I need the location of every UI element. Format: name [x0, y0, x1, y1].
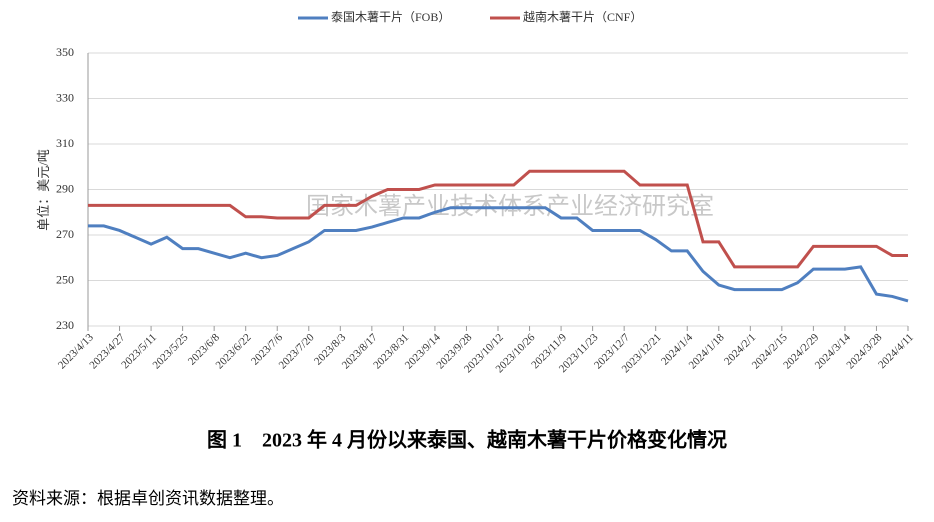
legend-label: 泰国木薯干片（FOB） [331, 10, 450, 24]
x-tick-label: 2024/1/18 [687, 331, 727, 371]
y-tick-label: 230 [56, 318, 74, 332]
y-tick-label: 250 [56, 272, 74, 286]
x-tick-label: 2024/4/11 [876, 331, 916, 371]
source: 资料来源：根据卓创资讯数据整理。 [12, 489, 284, 508]
y-tick-label: 290 [56, 181, 74, 195]
y-tick-label: 270 [56, 227, 74, 241]
x-tick-label: 2023/5/25 [150, 331, 190, 371]
y-tick-label: 310 [56, 136, 74, 150]
series-line [88, 206, 909, 303]
y-tick-label: 330 [56, 90, 74, 104]
caption: 图 1 2023 年 4 月份以来泰国、越南木薯干片价格变化情况 [207, 428, 727, 452]
legend-label: 越南木薯干片（CNF） [523, 9, 642, 24]
y-tick-label: 350 [56, 45, 74, 59]
series-line [88, 169, 908, 269]
x-tick-label: 2023/7/20 [277, 331, 317, 371]
watermark: 国家木薯产业技术体系产业经济研究室 [306, 192, 714, 220]
y-axis-label: 单位：美元/吨 [36, 149, 51, 231]
